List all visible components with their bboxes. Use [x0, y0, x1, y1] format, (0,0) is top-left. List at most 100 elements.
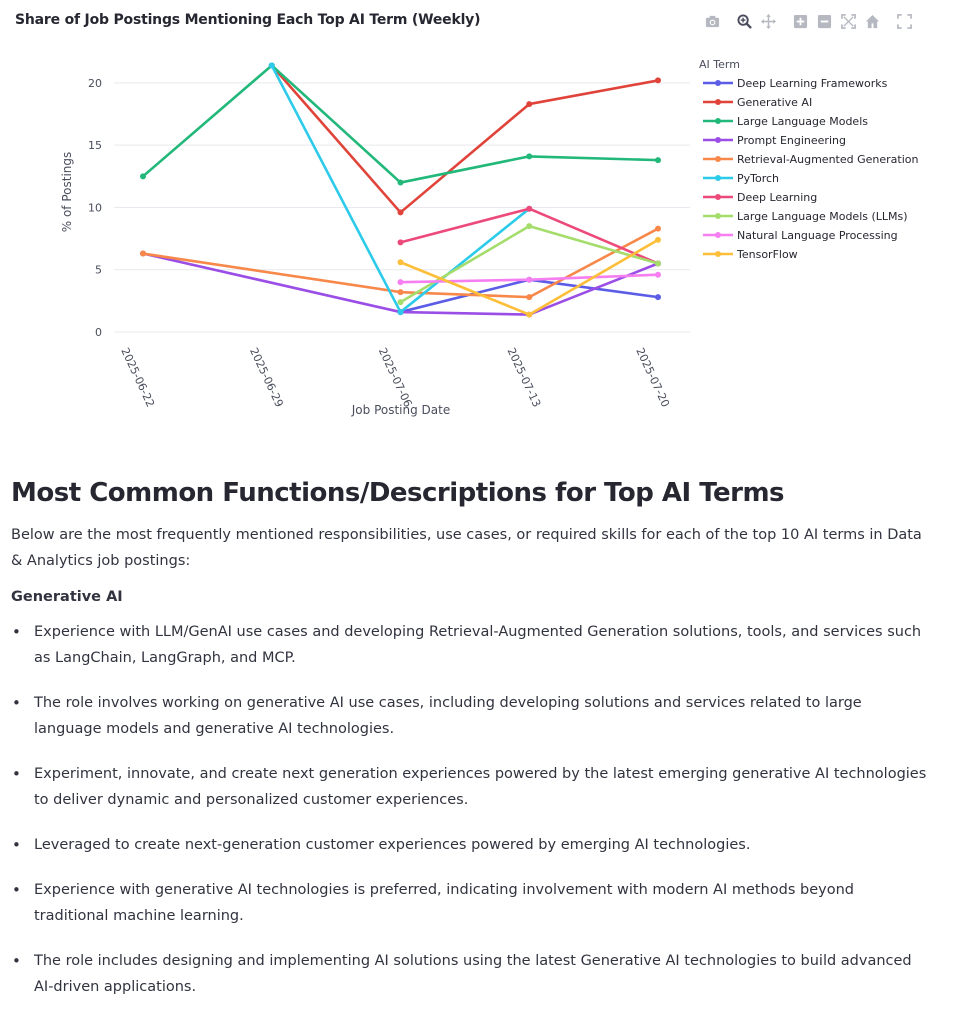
- zoom-out-icon[interactable]: [812, 11, 836, 31]
- x-tick-label: 2025-07-20: [633, 346, 672, 409]
- data-point[interactable]: [655, 271, 661, 278]
- list-item: Experience with LLM/GenAI use cases and …: [12, 619, 931, 671]
- line-chart[interactable]: 0 5 10 15 20 2025-06-22 2025-06-29 2025-07-06 2…: [0, 0, 963, 440]
- x-tick-label: 2025-06-22: [118, 346, 157, 409]
- data-point[interactable]: [655, 294, 661, 301]
- series-line: [142, 227, 659, 299]
- fullscreen-icon[interactable]: [892, 11, 916, 31]
- series-line: [270, 64, 659, 214]
- chart-container: Share of Job Postings Mentioning Each To…: [0, 0, 963, 440]
- series-large-language-models-llms-: [397, 223, 661, 306]
- intro-paragraph: Below are the most frequently mentioned …: [11, 527, 922, 569]
- data-point[interactable]: [140, 250, 146, 257]
- data-point[interactable]: [397, 299, 404, 306]
- legend-item[interactable]: Natural Language Processing: [703, 229, 898, 242]
- data-point[interactable]: [526, 294, 533, 301]
- pan-icon[interactable]: [756, 11, 780, 31]
- legend-marker: [715, 251, 721, 257]
- y-tick-label: 20: [88, 77, 102, 90]
- data-point[interactable]: [655, 260, 661, 267]
- legend-item[interactable]: Retrieval-Augmented Generation: [703, 153, 918, 166]
- legend-marker: [715, 156, 721, 162]
- main-content: Most Common Functions/Descriptions for T…: [11, 478, 931, 1019]
- series-line: [400, 207, 659, 265]
- x-tick-label: 2025-07-13: [505, 346, 544, 409]
- y-tick-label: 15: [88, 139, 102, 152]
- data-point[interactable]: [140, 173, 146, 180]
- list-item: The role includes designing and implemen…: [12, 948, 931, 1000]
- data-point[interactable]: [397, 289, 404, 296]
- y-tick-label: 10: [88, 201, 102, 214]
- legend-title: AI Term: [699, 58, 740, 71]
- data-point[interactable]: [526, 101, 533, 108]
- series-generative-ai: [268, 62, 661, 216]
- data-point[interactable]: [526, 311, 533, 318]
- data-point[interactable]: [526, 205, 533, 212]
- chart-title: Share of Job Postings Mentioning Each To…: [15, 12, 481, 28]
- term-heading: Generative AI: [11, 589, 123, 605]
- legend-label: Generative AI: [737, 96, 812, 109]
- list-item: Experience with generative AI technologi…: [12, 877, 931, 929]
- data-point[interactable]: [655, 77, 661, 84]
- data-point[interactable]: [397, 309, 404, 316]
- list-item: The role involves working on generative …: [12, 690, 931, 742]
- data-point[interactable]: [526, 153, 533, 160]
- legend-marker: [715, 175, 721, 181]
- legend-marker: [715, 80, 721, 86]
- y-tick-label: 5: [95, 264, 102, 277]
- legend-marker: [715, 99, 721, 105]
- list-item: Experiment, innovate, and create next ge…: [12, 761, 931, 813]
- autoscale-icon[interactable]: [836, 11, 860, 31]
- legend-label: Deep Learning Frameworks: [737, 77, 888, 90]
- legend-label: Deep Learning: [737, 191, 817, 204]
- data-point[interactable]: [397, 259, 404, 266]
- series-deep-learning: [397, 205, 661, 267]
- legend-item[interactable]: Large Language Models: [703, 115, 868, 128]
- legend-label: Large Language Models (LLMs): [737, 210, 908, 223]
- section-heading: Most Common Functions/Descriptions for T…: [11, 478, 785, 508]
- legend-label: Natural Language Processing: [737, 229, 898, 242]
- zoom-in-icon[interactable]: [788, 11, 812, 31]
- legend-label: Prompt Engineering: [737, 134, 846, 147]
- bullet-list: Experience with LLM/GenAI use cases and …: [11, 619, 931, 1000]
- data-point[interactable]: [397, 209, 404, 216]
- chart-modebar: [700, 11, 916, 31]
- y-axis-label: % of Postings: [60, 152, 74, 233]
- data-point[interactable]: [397, 279, 404, 286]
- data-point[interactable]: [655, 225, 661, 232]
- zoom-icon[interactable]: [732, 11, 756, 31]
- legend-item[interactable]: PyTorch: [703, 172, 779, 185]
- series-large-language-models: [140, 62, 661, 186]
- x-axis-label: Job Posting Date: [351, 403, 450, 417]
- data-point[interactable]: [526, 276, 533, 283]
- legend-label: PyTorch: [737, 172, 779, 185]
- legend-item[interactable]: Deep Learning: [703, 191, 817, 204]
- x-tick-label: 2025-06-29: [247, 346, 286, 409]
- series-natural-language-processing: [397, 271, 661, 286]
- x-tick-label: 2025-07-06: [376, 346, 415, 409]
- camera-icon[interactable]: [700, 11, 724, 31]
- data-point[interactable]: [526, 223, 533, 230]
- legend-item[interactable]: Generative AI: [703, 96, 812, 109]
- legend-item[interactable]: Prompt Engineering: [703, 134, 846, 147]
- data-point[interactable]: [397, 179, 404, 186]
- legend-item[interactable]: Large Language Models (LLMs): [703, 210, 908, 223]
- legend-marker: [715, 232, 721, 238]
- legend-label: Retrieval-Augmented Generation: [737, 153, 918, 166]
- series-tensorflow: [397, 236, 661, 318]
- data-point[interactable]: [655, 157, 661, 164]
- data-point[interactable]: [268, 62, 275, 69]
- legend-label: TensorFlow: [736, 248, 798, 261]
- legend-marker: [715, 118, 721, 124]
- data-point[interactable]: [397, 239, 404, 246]
- legend-marker: [715, 194, 721, 200]
- legend-label: Large Language Models: [737, 115, 868, 128]
- list-item: Leveraged to create next-generation cust…: [12, 832, 931, 858]
- legend-item[interactable]: Deep Learning Frameworks: [703, 77, 888, 90]
- legend-marker: [715, 213, 721, 219]
- legend-item[interactable]: TensorFlow: [703, 248, 798, 261]
- data-point[interactable]: [655, 236, 661, 243]
- chart-legend: AI Term Deep Learning Frameworks Generati…: [699, 58, 918, 261]
- reset-axes-icon[interactable]: [860, 11, 884, 31]
- series-line: [270, 64, 531, 314]
